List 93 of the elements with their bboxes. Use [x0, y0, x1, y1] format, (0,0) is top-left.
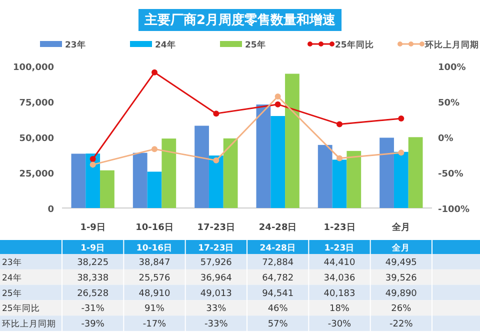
y2-tick-label: 0% [438, 134, 454, 144]
data-label: 57,926 [200, 258, 232, 268]
point [152, 146, 158, 152]
category-label: 1-9日 [80, 244, 106, 254]
data-label: 33% [206, 304, 227, 314]
x-tick-label: 1-23日 [324, 222, 356, 233]
category-label: 全月 [392, 244, 410, 254]
data-label: 18% [329, 304, 350, 314]
data-label: -30% [328, 320, 352, 330]
point [274, 101, 281, 108]
x-tick-label: 24-28日 [258, 222, 297, 233]
bar [86, 154, 100, 208]
bar [132, 152, 148, 208]
bar [380, 138, 394, 208]
text: 25年同比 [2, 304, 40, 314]
point [398, 150, 404, 156]
point [274, 94, 281, 100]
data-label: 49,013 [200, 288, 232, 299]
point [213, 110, 220, 117]
data-label: -39% [81, 320, 105, 330]
point [90, 162, 96, 168]
point [336, 121, 342, 128]
text: 25年 [2, 288, 22, 299]
x-tick-label: 17-23日 [197, 222, 236, 233]
data-label: 49,890 [385, 288, 418, 299]
bar [223, 138, 238, 208]
y-tick-label: 25,000 [19, 170, 54, 180]
y-tick-label: 75,000 [19, 98, 54, 108]
bar [318, 144, 332, 208]
data-label: 34,036 [324, 273, 356, 284]
data-label: 64,782 [262, 273, 294, 284]
data-label: 25,576 [138, 273, 171, 284]
category-label: 24-28日 [260, 244, 296, 254]
bar [100, 170, 114, 208]
data-label: 57% [268, 320, 288, 330]
bar [394, 152, 408, 208]
bar [346, 150, 362, 208]
data-label: 91% [144, 304, 165, 314]
data-label: -22% [390, 320, 414, 330]
data-label: 38,225 [77, 258, 109, 268]
bar [162, 138, 176, 208]
data-label: 46% [268, 304, 288, 314]
data-label: 94,541 [262, 288, 294, 299]
data-label: 26% [391, 304, 412, 314]
data-label: 40,183 [324, 288, 356, 299]
text: 环比上月同期 [2, 320, 56, 330]
data-label: 39,526 [385, 273, 418, 284]
bar [332, 160, 347, 208]
y2-tick-label: 50% [438, 98, 460, 108]
point [336, 155, 342, 162]
bar [408, 137, 423, 208]
x-tick-label: 全月 [391, 222, 410, 233]
category-label: 10-16日 [136, 244, 173, 254]
point [398, 116, 404, 122]
data-label: 48,910 [138, 288, 171, 299]
point [213, 157, 220, 164]
bar [285, 74, 300, 208]
bar [71, 154, 86, 208]
bar [270, 116, 286, 208]
data-label: 44,410 [324, 258, 356, 268]
bar [256, 104, 271, 208]
legend-label: 环比上月同期 [424, 40, 479, 50]
text: 23年 [2, 258, 22, 268]
bar [194, 126, 209, 208]
bar [208, 156, 224, 208]
data-label: -33% [204, 320, 228, 330]
x-tick-label: 1-9日 [80, 222, 106, 233]
text: 24年 [2, 273, 22, 284]
point [90, 156, 96, 162]
y2-tick-label: -100% [438, 205, 470, 215]
category-label: 1-23日 [324, 244, 355, 254]
chart-title: 主要厂商2月周度零售数量和增速 [143, 12, 337, 28]
data-label: 36,964 [200, 273, 232, 284]
data-label: 26,528 [77, 288, 109, 299]
y2-tick-label: 100% [438, 63, 466, 73]
category-label: 17-23日 [198, 244, 234, 254]
data-label: 49,495 [385, 258, 417, 268]
x-tick-label: 10-16日 [136, 222, 174, 233]
legend-label: 23年 [65, 40, 86, 50]
y-tick-label: 100,000 [13, 63, 54, 73]
y-tick-label: 0 [48, 205, 54, 215]
data-label: 38,338 [77, 273, 109, 284]
data-label: 38,847 [138, 258, 170, 268]
point [152, 69, 158, 76]
data-label: 72,884 [262, 258, 294, 268]
data-label: -31% [81, 304, 105, 314]
legend-label: 24年 [155, 40, 176, 50]
legend-label: 25年 [245, 40, 266, 50]
y2-tick-label: -50% [438, 170, 464, 180]
legend-label: 25年同比 [335, 40, 374, 50]
bar [147, 172, 162, 208]
y-tick-label: 50,000 [19, 134, 54, 144]
data-label: -17% [142, 320, 167, 330]
